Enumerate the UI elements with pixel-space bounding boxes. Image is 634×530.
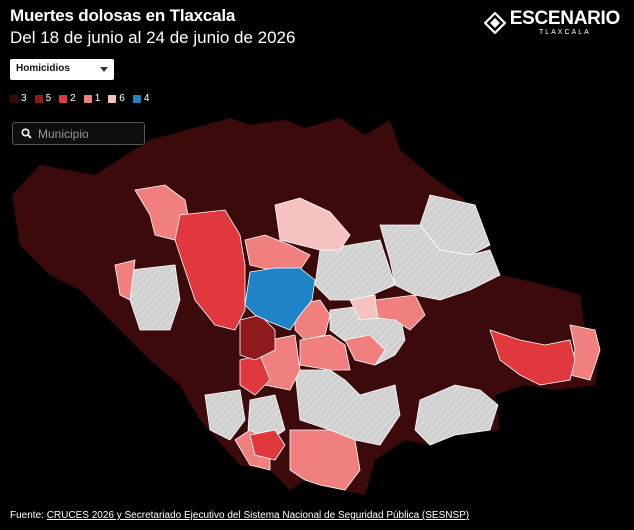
source-link[interactable]: CRUCES 2026 y Secretariado Ejecutivo del… xyxy=(46,510,470,521)
crime-type-select[interactable]: Homicidios xyxy=(10,59,114,80)
legend-item[interactable]: 6 xyxy=(108,93,125,104)
select-value: Homicidios xyxy=(16,63,70,74)
legend-item[interactable]: 4 xyxy=(132,93,150,104)
search-input[interactable] xyxy=(38,126,133,141)
legend-label: 5 xyxy=(45,93,52,104)
legend-swatch xyxy=(34,94,43,103)
map-title: Muertes dolosas en Tlaxcala xyxy=(10,6,236,25)
chevron-down-icon[interactable] xyxy=(100,67,108,72)
legend-label: 3 xyxy=(21,93,27,104)
municipality-region[interactable] xyxy=(314,239,396,301)
legend-label: 1 xyxy=(94,93,101,104)
legend-swatch xyxy=(10,94,18,103)
escenario-diamond-icon xyxy=(483,11,506,34)
source-footer: Fuente: CRUCES 2026 y Secretariado Ejecu… xyxy=(10,510,469,521)
municipality-region[interactable] xyxy=(274,197,351,251)
map-subtitle: Del 18 de junio al 24 de junio de 2026 xyxy=(10,28,296,47)
municipality-search[interactable] xyxy=(12,122,145,145)
legend-swatch xyxy=(132,94,141,103)
municipality-region[interactable] xyxy=(414,384,499,446)
municipality-region[interactable] xyxy=(129,264,181,331)
legend-label: 2 xyxy=(70,93,76,104)
legend-item[interactable]: 1 xyxy=(83,93,101,104)
municipality-region[interactable] xyxy=(244,267,316,331)
brand-sub: TLAXCALA xyxy=(538,29,591,36)
municipality-region[interactable] xyxy=(489,329,576,386)
legend-item[interactable]: 5 xyxy=(34,93,52,104)
municipality-region[interactable] xyxy=(379,224,501,301)
legend-item[interactable]: 3 xyxy=(10,93,27,104)
municipality-region[interactable] xyxy=(249,429,286,461)
municipality-region[interactable] xyxy=(374,294,426,331)
municipality-region[interactable] xyxy=(299,334,351,371)
brand-logo[interactable]: ESCENARIO TLAXCALA xyxy=(483,8,621,36)
legend-item[interactable]: 2 xyxy=(59,93,76,104)
municipality-region[interactable] xyxy=(344,334,386,366)
municipality-region[interactable] xyxy=(174,209,246,331)
municipality-region[interactable] xyxy=(569,324,601,381)
tlaxcala-map xyxy=(12,118,601,495)
legend-swatch xyxy=(59,94,68,103)
footer-prefix: Fuente: xyxy=(10,510,47,521)
municipality-region[interactable] xyxy=(289,429,361,491)
municipality-region[interactable] xyxy=(204,389,246,441)
municipality-region[interactable] xyxy=(114,259,136,301)
search-icon xyxy=(21,128,32,139)
legend-swatch xyxy=(83,94,92,103)
legend-label: 4 xyxy=(143,93,150,104)
legend-label: 6 xyxy=(119,93,125,104)
legend: 3 5 2 1 6 4 xyxy=(10,93,149,104)
legend-swatch xyxy=(108,94,117,103)
brand-name: ESCENARIO xyxy=(509,8,621,29)
municipality-region[interactable] xyxy=(244,234,311,271)
municipality-region[interactable] xyxy=(294,369,401,446)
